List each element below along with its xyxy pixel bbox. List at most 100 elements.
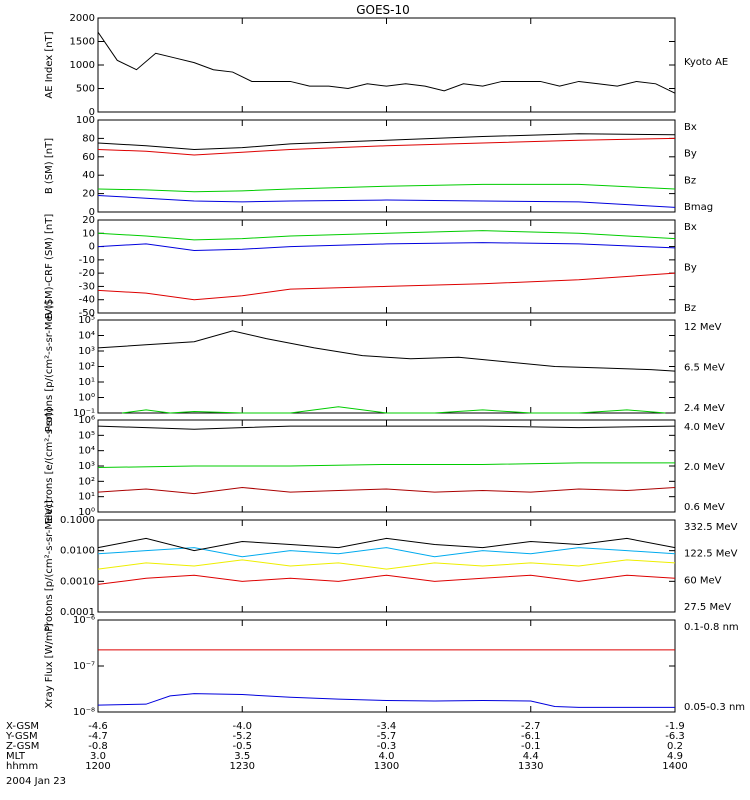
legend-entry: Bz xyxy=(684,175,696,186)
y-axis-label: AE Index [nT] xyxy=(44,31,55,98)
panel-7 xyxy=(97,619,676,713)
y-tick-label: -40 xyxy=(79,295,95,306)
ephemeris-value: 0.2 xyxy=(667,741,683,752)
ephemeris-value: -5.7 xyxy=(377,731,397,742)
y-tick-label: 10³ xyxy=(78,346,95,357)
y-tick-label: 0.0001 xyxy=(60,607,95,618)
y-tick-label: -50 xyxy=(79,308,95,319)
ephemeris-value: 3.0 xyxy=(90,751,106,762)
y-axis-label: Electrons [e/(cm²-s-sr)] xyxy=(44,408,55,524)
y-tick-label: 2000 xyxy=(70,13,95,24)
ephemeris-label: Z-GSM xyxy=(6,741,39,752)
panel-frame xyxy=(97,619,676,713)
ephemeris-value: -4.0 xyxy=(232,721,252,732)
series-line-4-0-mev xyxy=(97,486,676,495)
ephemeris-value: -0.3 xyxy=(377,741,397,752)
series-line-bx xyxy=(97,242,676,252)
y-tick-label: 10⁻⁷ xyxy=(73,661,95,672)
ephemeris-value: 4.9 xyxy=(667,751,683,762)
series-line-bx xyxy=(97,194,676,208)
legend-entry: 0.05-0.3 nm xyxy=(684,702,745,713)
legend-entry: 0.6 MeV xyxy=(684,502,725,513)
ephemeris-value: 1330 xyxy=(518,761,543,772)
y-axis-label: B (SM) [nT] xyxy=(44,138,55,194)
series-line-0-05-0-3-nm xyxy=(97,693,675,708)
series-line-27-5-mev xyxy=(97,537,676,552)
ephemeris-value: -6.1 xyxy=(521,731,541,742)
y-tick-label: 10 xyxy=(82,228,95,239)
series-line-2-4-mev xyxy=(97,330,676,372)
series-line-122-5-mev xyxy=(97,559,676,570)
y-tick-label: 10⁶ xyxy=(78,415,95,426)
y-tick-label: 80 xyxy=(82,133,95,144)
ephemeris-value: -4.7 xyxy=(88,731,108,742)
legend-entry: Kyoto AE xyxy=(684,57,728,68)
ephemeris-label: hhmm xyxy=(6,761,38,772)
y-tick-label: 0 xyxy=(89,242,95,253)
panel-frame xyxy=(97,319,676,414)
legend-entry: 60 MeV xyxy=(684,575,722,586)
legend-entry: Bx xyxy=(684,122,697,133)
ephemeris-value: 3.5 xyxy=(234,751,250,762)
ephemeris-value: -0.1 xyxy=(521,741,541,752)
y-tick-label: 100 xyxy=(76,115,95,126)
ephemeris-value: -0.8 xyxy=(88,741,108,752)
y-tick-label: -20 xyxy=(79,268,95,279)
legend-entry: 6.5 MeV xyxy=(684,363,725,374)
date-label: 2004 Jan 23 xyxy=(6,776,66,787)
series-line-by xyxy=(97,230,676,241)
y-axis-label: Xray Flux [W/m²] xyxy=(44,623,55,708)
ephemeris-value: -2.7 xyxy=(521,721,541,732)
y-tick-label: 0 xyxy=(89,207,95,218)
ephemeris-value: -3.4 xyxy=(377,721,397,732)
legend-entry: By xyxy=(684,149,697,160)
y-tick-label: 1500 xyxy=(70,37,95,48)
y-tick-label: 40 xyxy=(82,170,95,181)
legend-entry: 2.0 MeV xyxy=(684,462,725,473)
ephemeris-value: -5.2 xyxy=(232,731,252,742)
legend-entry: Bmag xyxy=(684,202,713,213)
y-tick-label: 10² xyxy=(78,362,95,373)
y-tick-label: 10⁴ xyxy=(78,446,95,457)
legend-entry: 4.0 MeV xyxy=(684,422,725,433)
y-tick-label: 10⁰ xyxy=(78,507,95,518)
legend-entry: 332.5 MeV xyxy=(684,522,738,533)
y-tick-label: 0.1000 xyxy=(60,515,95,526)
ephemeris-label: X-GSM xyxy=(6,721,39,732)
y-tick-label: 10⁻¹ xyxy=(73,408,95,419)
y-tick-label: 10⁻⁸ xyxy=(73,707,95,718)
y-tick-label: -30 xyxy=(79,281,95,292)
series-line-bz xyxy=(97,272,676,301)
series-line-bmag xyxy=(97,133,676,150)
y-tick-label: 10⁴ xyxy=(78,331,95,342)
legend-entry: Bz xyxy=(684,303,696,314)
panel-5 xyxy=(97,419,676,513)
panel-frame xyxy=(97,519,676,613)
y-tick-label: 0 xyxy=(89,107,95,118)
legend-entry: 0.1-0.8 nm xyxy=(684,622,739,633)
chart-title: GOES-10 xyxy=(356,3,410,17)
y-tick-label: 500 xyxy=(76,84,95,95)
legend-entry: By xyxy=(684,263,697,274)
panel-3 xyxy=(97,219,676,314)
y-axis-label: B (SM)-CRF (SM) [nT] xyxy=(44,214,55,320)
series-line-by xyxy=(97,183,676,193)
y-tick-label: 10¹ xyxy=(78,377,95,388)
legend-entry: 2.4 MeV xyxy=(684,403,725,414)
legend-entry: 122.5 MeV xyxy=(684,549,738,560)
series-line-2-0-mev xyxy=(97,462,675,469)
y-tick-label: 10² xyxy=(78,476,95,487)
y-tick-label: 10¹ xyxy=(78,492,95,503)
panel-6 xyxy=(97,519,676,613)
y-tick-label: 10³ xyxy=(78,461,95,472)
y-tick-label: 10⁵ xyxy=(78,430,95,441)
ephemeris-value: -6.3 xyxy=(665,731,685,742)
ephemeris-value: -1.9 xyxy=(665,721,685,732)
ephemeris-value: 4.0 xyxy=(379,751,395,762)
y-tick-label: 0.0100 xyxy=(60,546,95,557)
y-tick-label: 20 xyxy=(82,189,95,200)
series-line-kyoto-ae xyxy=(97,31,676,94)
series-line-0-6-mev xyxy=(97,425,676,430)
ephemeris-value: 4.4 xyxy=(523,751,539,762)
